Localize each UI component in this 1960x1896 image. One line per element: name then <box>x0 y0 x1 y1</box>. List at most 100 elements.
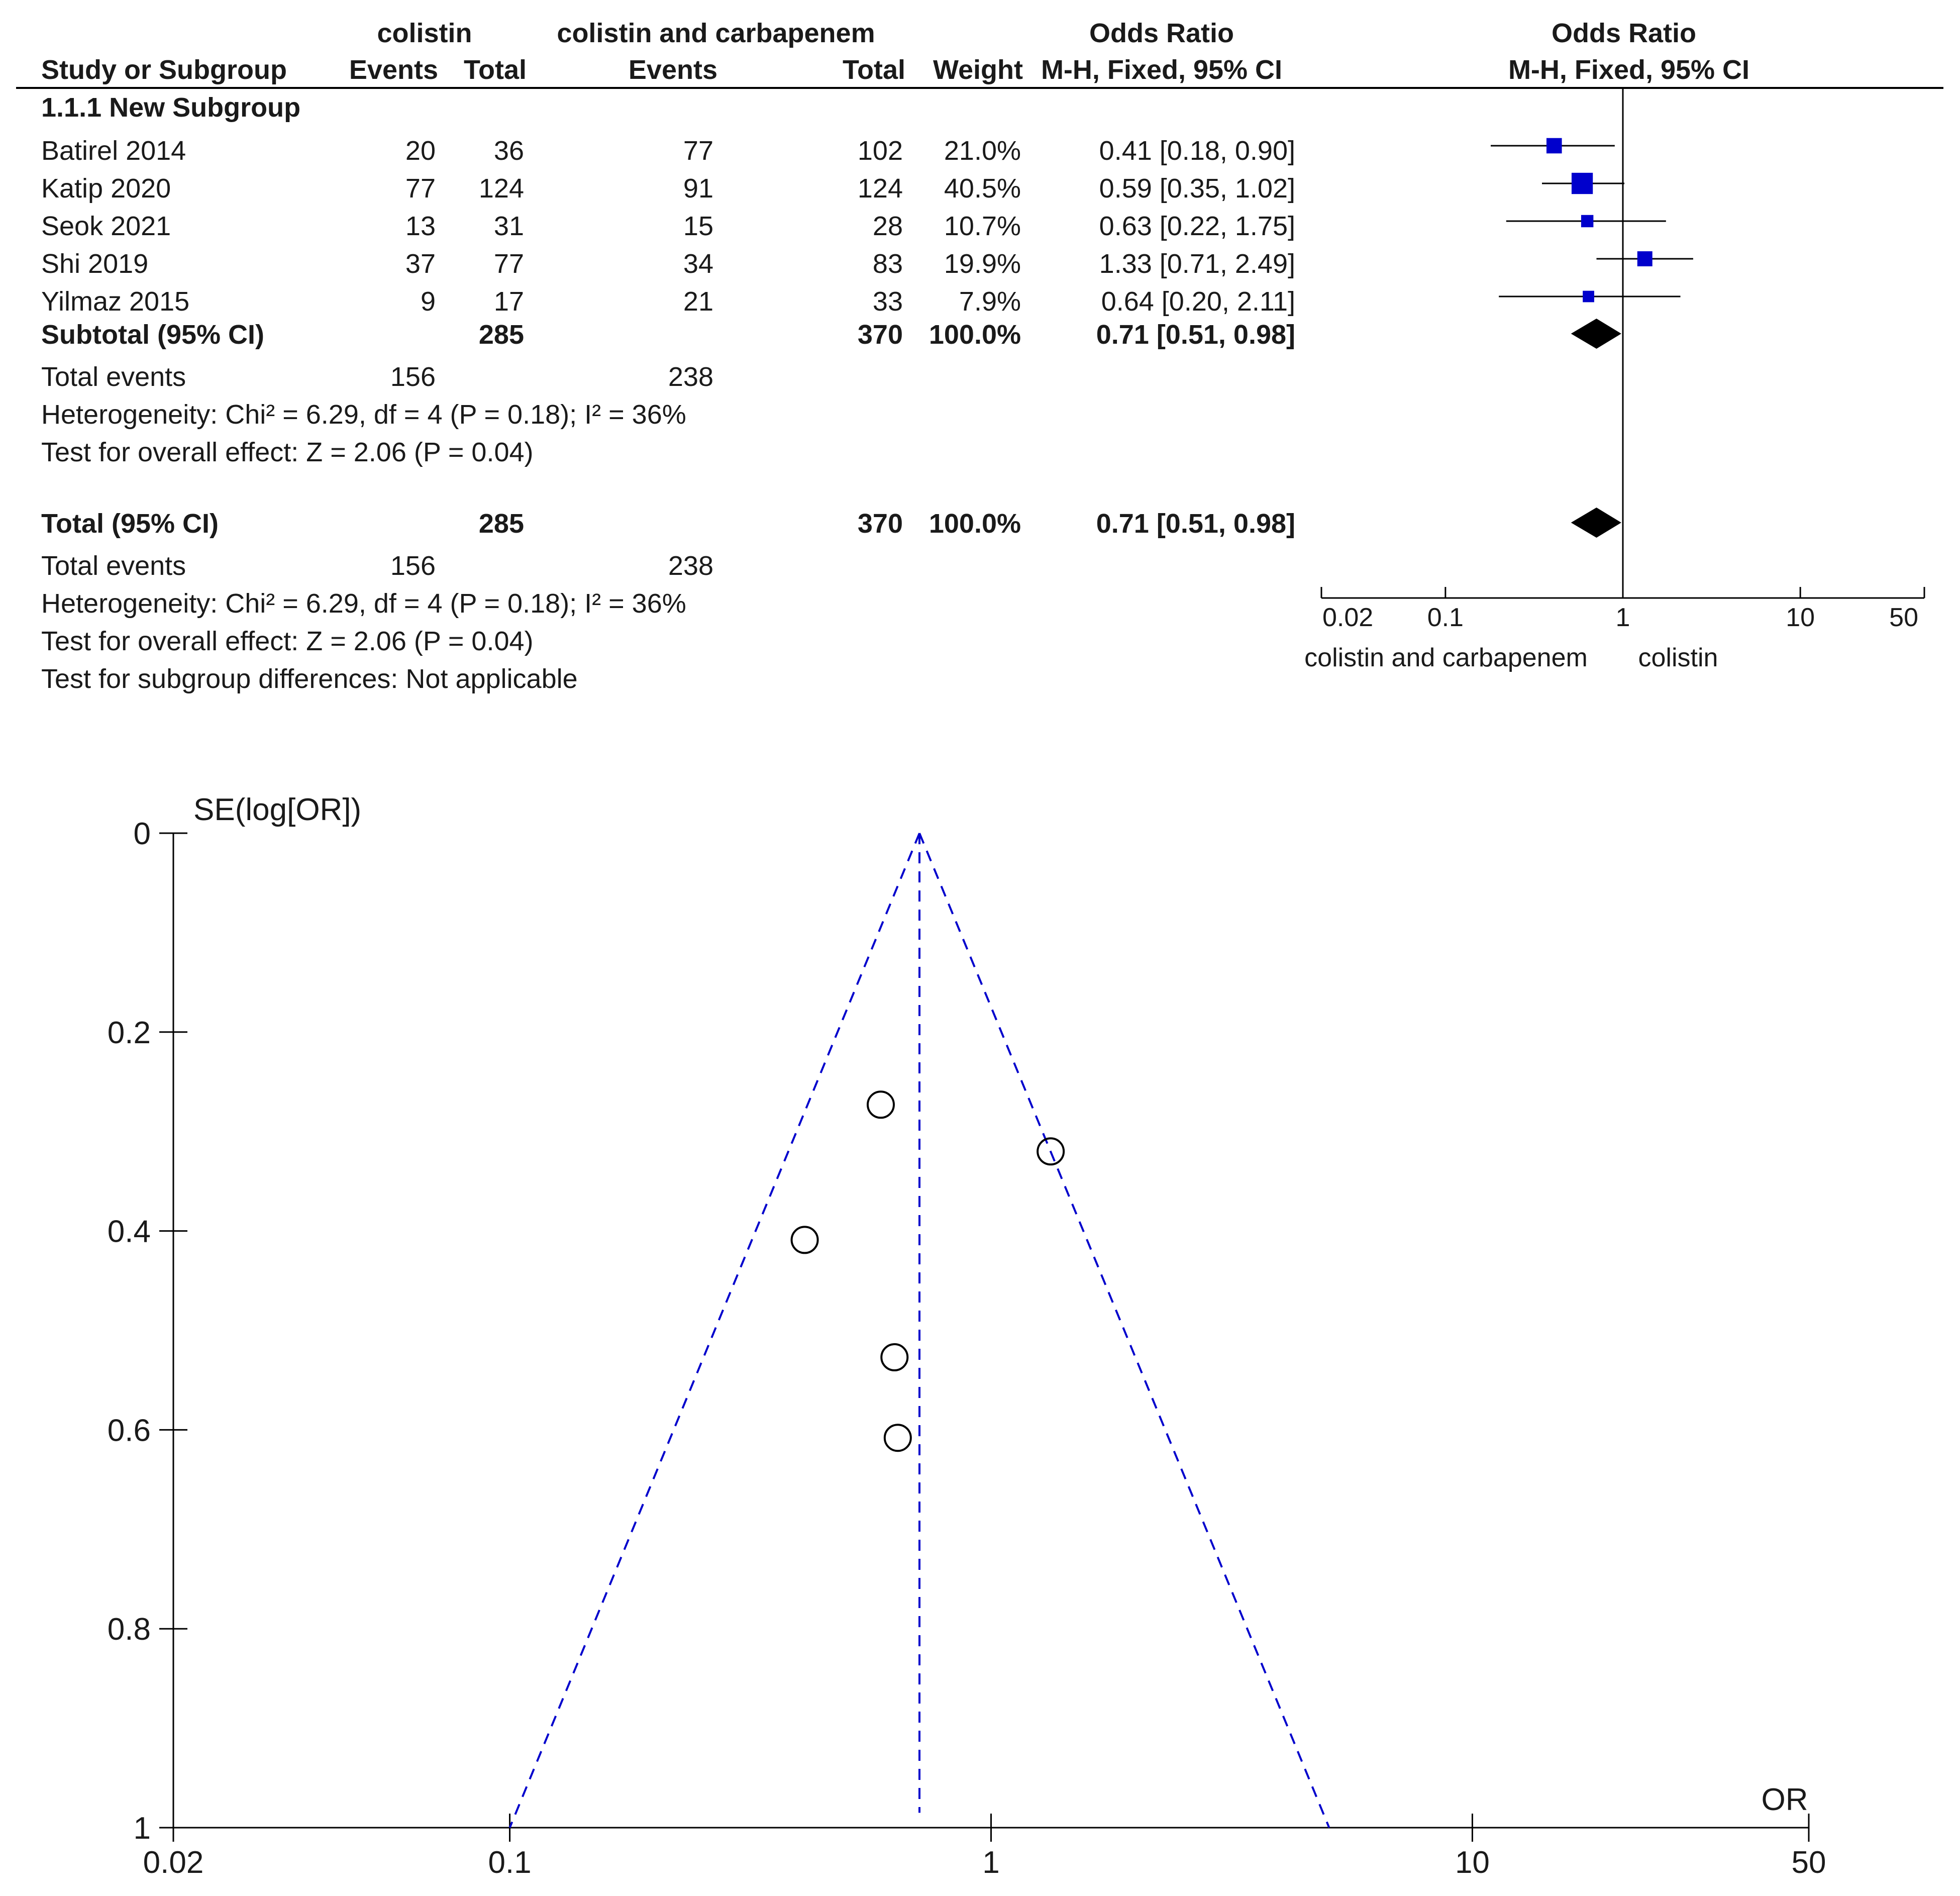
subgroup-differences: Test for subgroup differences: Not appli… <box>41 664 578 694</box>
events2-cell: 91 <box>683 173 713 204</box>
total2-cell: 102 <box>858 136 903 166</box>
forest-tick-label: 50 <box>1889 603 1918 632</box>
funnel-x-tick-label: 0.1 <box>488 1845 531 1880</box>
weight-cell: 21.0% <box>944 136 1021 166</box>
total1-cell: 36 <box>494 136 524 166</box>
study-name: Shi 2019 <box>41 249 148 279</box>
funnel-x-tick-label: 10 <box>1455 1845 1490 1880</box>
total-events-row: Total events 156 238 <box>41 551 713 581</box>
weight-cell: 19.9% <box>944 249 1021 279</box>
total-events-1: 156 <box>390 551 436 581</box>
funnel-point <box>866 1090 895 1119</box>
header-plot-title: Odds Ratio <box>1552 18 1696 48</box>
ci-cell: 0.63 [0.22, 1.75] <box>1099 211 1295 241</box>
sub-total-events-label: Total events <box>41 362 186 392</box>
favours-left: colistin and carbapenem <box>1304 643 1588 672</box>
funnel-point <box>883 1424 912 1452</box>
total2-cell: 83 <box>873 249 903 279</box>
events1-cell: 37 <box>405 249 436 279</box>
total-diamond <box>1571 508 1621 538</box>
events1-cell: 77 <box>405 173 436 204</box>
header-total2: Total <box>843 55 905 85</box>
sub-total-events-row: Total events 156 238 <box>41 362 713 392</box>
funnel-y-tick-label: 1 <box>134 1811 151 1846</box>
table-row: Seok 2021 13 31 15 28 10.7% 0.63 [0.22, … <box>41 211 1295 241</box>
funnel-x-label: OR <box>1762 1782 1808 1817</box>
header-group2: colistin and carbapenem <box>557 18 875 48</box>
funnel-left-limit <box>508 833 920 1828</box>
events1-cell: 20 <box>405 136 436 166</box>
total-label: Total (95% CI) <box>41 509 219 539</box>
total1-cell: 17 <box>494 286 524 317</box>
total-events-2: 238 <box>668 551 713 581</box>
favours-right: colistin <box>1638 643 1718 672</box>
study-name: Yilmaz 2015 <box>41 286 189 317</box>
subtotal-ci: 0.71 [0.51, 0.98] <box>1096 320 1295 350</box>
sub-total-events-2: 238 <box>668 362 713 392</box>
funnel-points <box>790 1090 1065 1452</box>
sub-total-events-1: 156 <box>390 362 436 392</box>
funnel-lines <box>508 833 1330 1828</box>
subtotal-weight: 100.0% <box>929 320 1021 350</box>
ci-cell: 0.64 [0.20, 2.11] <box>1101 286 1295 317</box>
header-study: Study or Subgroup <box>41 55 287 85</box>
ci-cell: 0.59 [0.35, 1.02] <box>1099 173 1295 204</box>
funnel-right-limit <box>918 833 1330 1828</box>
funnel-y-tick-label: 0 <box>134 817 151 851</box>
events2-cell: 21 <box>683 286 713 317</box>
events1-cell: 13 <box>405 211 436 241</box>
funnel-x-tick-label: 1 <box>982 1845 999 1880</box>
weight-cell: 7.9% <box>959 286 1021 317</box>
funnel-point <box>880 1343 909 1371</box>
study-rows: Batirel 2014 20 36 77 102 21.0% 0.41 [0.… <box>41 136 1295 317</box>
events1-cell: 9 <box>421 286 436 317</box>
total-row: Total (95% CI) 285 370 100.0% 0.71 [0.51… <box>41 509 1295 539</box>
forest-tick-label: 0.02 <box>1322 603 1373 632</box>
forest-tick-label: 0.1 <box>1427 603 1464 632</box>
ci-cell: 0.41 [0.18, 0.90] <box>1099 136 1295 166</box>
funnel-x-tick-label: 0.02 <box>143 1845 204 1880</box>
total-total1: 285 <box>479 509 524 539</box>
events2-cell: 34 <box>683 249 713 279</box>
subtotal-total2: 370 <box>858 320 903 350</box>
total1-cell: 77 <box>494 249 524 279</box>
study-square <box>1571 172 1593 194</box>
table-row: Katip 2020 77 124 91 124 40.5% 0.59 [0.3… <box>41 173 1295 204</box>
heterogeneity: Heterogeneity: Chi² = 6.29, df = 4 (P = … <box>41 588 686 619</box>
subtotal-row: Subtotal (95% CI) 285 370 100.0% 0.71 [0… <box>41 320 1295 350</box>
funnel-plot: SE(log[OR]) OR 00.20.40.60.810.02 0.1 1 10 5… <box>108 792 1826 1880</box>
funnel-axes: 00.20.40.60.810.02 0.1 1 10 50 <box>108 817 1826 1880</box>
total-total2: 370 <box>858 509 903 539</box>
weight-cell: 40.5% <box>944 173 1021 204</box>
header-weight: Weight <box>933 55 1023 85</box>
funnel-y-tick-label: 0.4 <box>108 1215 151 1249</box>
header-group1: colistin <box>377 18 472 48</box>
table-row: Shi 2019 37 77 34 83 19.9% 1.33 [0.71, 2… <box>41 249 1295 279</box>
funnel-y-tick-label: 0.2 <box>108 1016 151 1050</box>
forest-axis: 0.02 0.1 1 10 50 <box>1320 587 1925 632</box>
total-weight: 100.0% <box>929 509 1021 539</box>
funnel-point <box>1037 1137 1065 1166</box>
header-plot-method: M-H, Fixed, 95% CI <box>1508 55 1749 85</box>
funnel-y-label: SE(log[OR]) <box>193 792 361 827</box>
subtotal-total1: 285 <box>479 320 524 350</box>
subtotal-diamond <box>1571 319 1621 349</box>
header-total1: Total <box>464 55 527 85</box>
forest-tick-label: 1 <box>1616 603 1630 632</box>
total2-cell: 33 <box>873 286 903 317</box>
ci-cell: 1.33 [0.71, 2.49] <box>1099 249 1295 279</box>
overall-effect: Test for overall effect: Z = 2.06 (P = 0… <box>41 626 534 656</box>
funnel-y-tick-label: 0.8 <box>108 1612 151 1647</box>
total1-cell: 31 <box>494 211 524 241</box>
study-square <box>1546 138 1562 154</box>
header-effect-title: Odds Ratio <box>1089 18 1234 48</box>
study-square <box>1583 290 1594 303</box>
subtotal-label: Subtotal (95% CI) <box>41 320 264 350</box>
study-square <box>1581 215 1594 228</box>
subgroup-title: 1.1.1 New Subgroup <box>41 92 300 123</box>
funnel-x-tick-label: 50 <box>1792 1845 1826 1880</box>
total1-cell: 124 <box>479 173 524 204</box>
study-name: Katip 2020 <box>41 173 171 204</box>
study-name: Batirel 2014 <box>41 136 186 166</box>
